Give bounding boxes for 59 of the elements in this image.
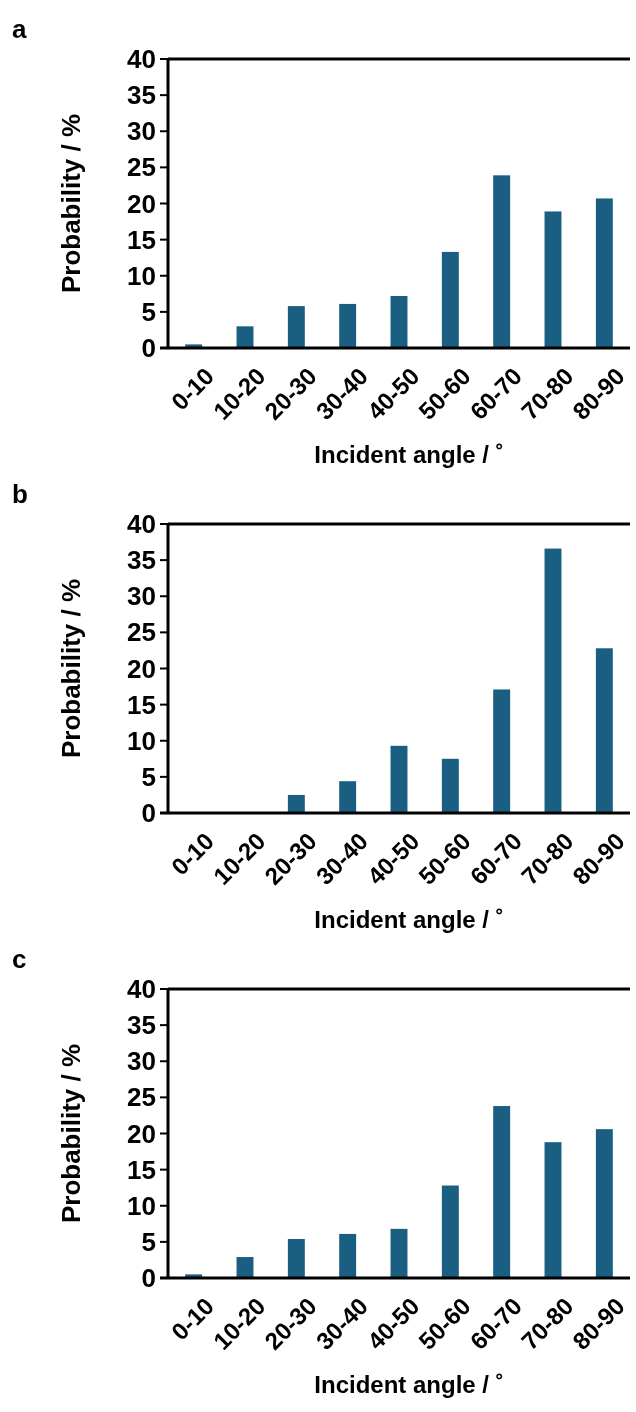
y-tick-label: 10 <box>127 725 156 756</box>
bar <box>390 1228 408 1278</box>
bar <box>441 1185 459 1278</box>
y-tick-label: 10 <box>127 260 156 291</box>
bar <box>287 1238 305 1278</box>
y-axis-title: Probability / % <box>56 113 86 294</box>
y-tick-label: 0 <box>141 333 156 364</box>
y-tick-label: 0 <box>141 798 156 829</box>
bar <box>493 1106 511 1278</box>
bar <box>595 198 613 348</box>
y-tick-label: 15 <box>127 689 156 720</box>
x-axis-title: Incident angle / ˚ <box>314 906 504 933</box>
y-axis-title: Probability / % <box>56 578 86 759</box>
y-tick-label: 20 <box>127 188 156 219</box>
bar <box>339 781 357 813</box>
bar <box>339 1233 357 1278</box>
bar <box>390 745 408 813</box>
y-tick-label: 25 <box>127 1082 156 1113</box>
bar <box>287 306 305 348</box>
bar <box>390 295 408 348</box>
bar <box>441 251 459 348</box>
bar <box>595 1129 613 1278</box>
bar <box>544 211 562 348</box>
y-tick-label: 5 <box>141 1226 156 1257</box>
y-tick-label: 30 <box>127 581 156 612</box>
y-tick-label: 25 <box>127 152 156 183</box>
y-tick-label: 15 <box>127 1154 156 1185</box>
x-axis-title: Incident angle / ˚ <box>314 441 504 468</box>
y-tick-label: 35 <box>127 80 156 111</box>
y-tick-label: 35 <box>127 545 156 576</box>
chart-title: b <box>12 479 28 509</box>
y-tick-label: 5 <box>141 761 156 792</box>
y-tick-label: 15 <box>127 224 156 255</box>
bar <box>236 326 254 348</box>
bar <box>544 548 562 813</box>
chart-title: a <box>12 14 27 44</box>
bar <box>287 794 305 813</box>
y-tick-label: 5 <box>141 296 156 327</box>
bar <box>236 1257 254 1278</box>
y-tick-label: 20 <box>127 1118 156 1149</box>
y-axis-title: Probability / % <box>56 1043 86 1224</box>
bar <box>441 758 459 813</box>
y-tick-label: 10 <box>127 1190 156 1221</box>
y-tick-label: 0 <box>141 1263 156 1294</box>
bar <box>493 689 511 813</box>
bar <box>339 303 357 348</box>
chart-title: c <box>12 944 27 974</box>
y-tick-label: 30 <box>127 116 156 147</box>
bar <box>493 175 511 348</box>
x-axis-title: Incident angle / ˚ <box>314 1371 504 1398</box>
bar <box>544 1142 562 1278</box>
y-tick-label: 40 <box>127 509 156 540</box>
y-tick-label: 30 <box>127 1046 156 1077</box>
y-tick-label: 40 <box>127 974 156 1005</box>
y-tick-label: 35 <box>127 1010 156 1041</box>
y-tick-label: 40 <box>127 44 156 75</box>
bar <box>595 648 613 813</box>
y-tick-label: 20 <box>127 653 156 684</box>
y-tick-label: 25 <box>127 617 156 648</box>
